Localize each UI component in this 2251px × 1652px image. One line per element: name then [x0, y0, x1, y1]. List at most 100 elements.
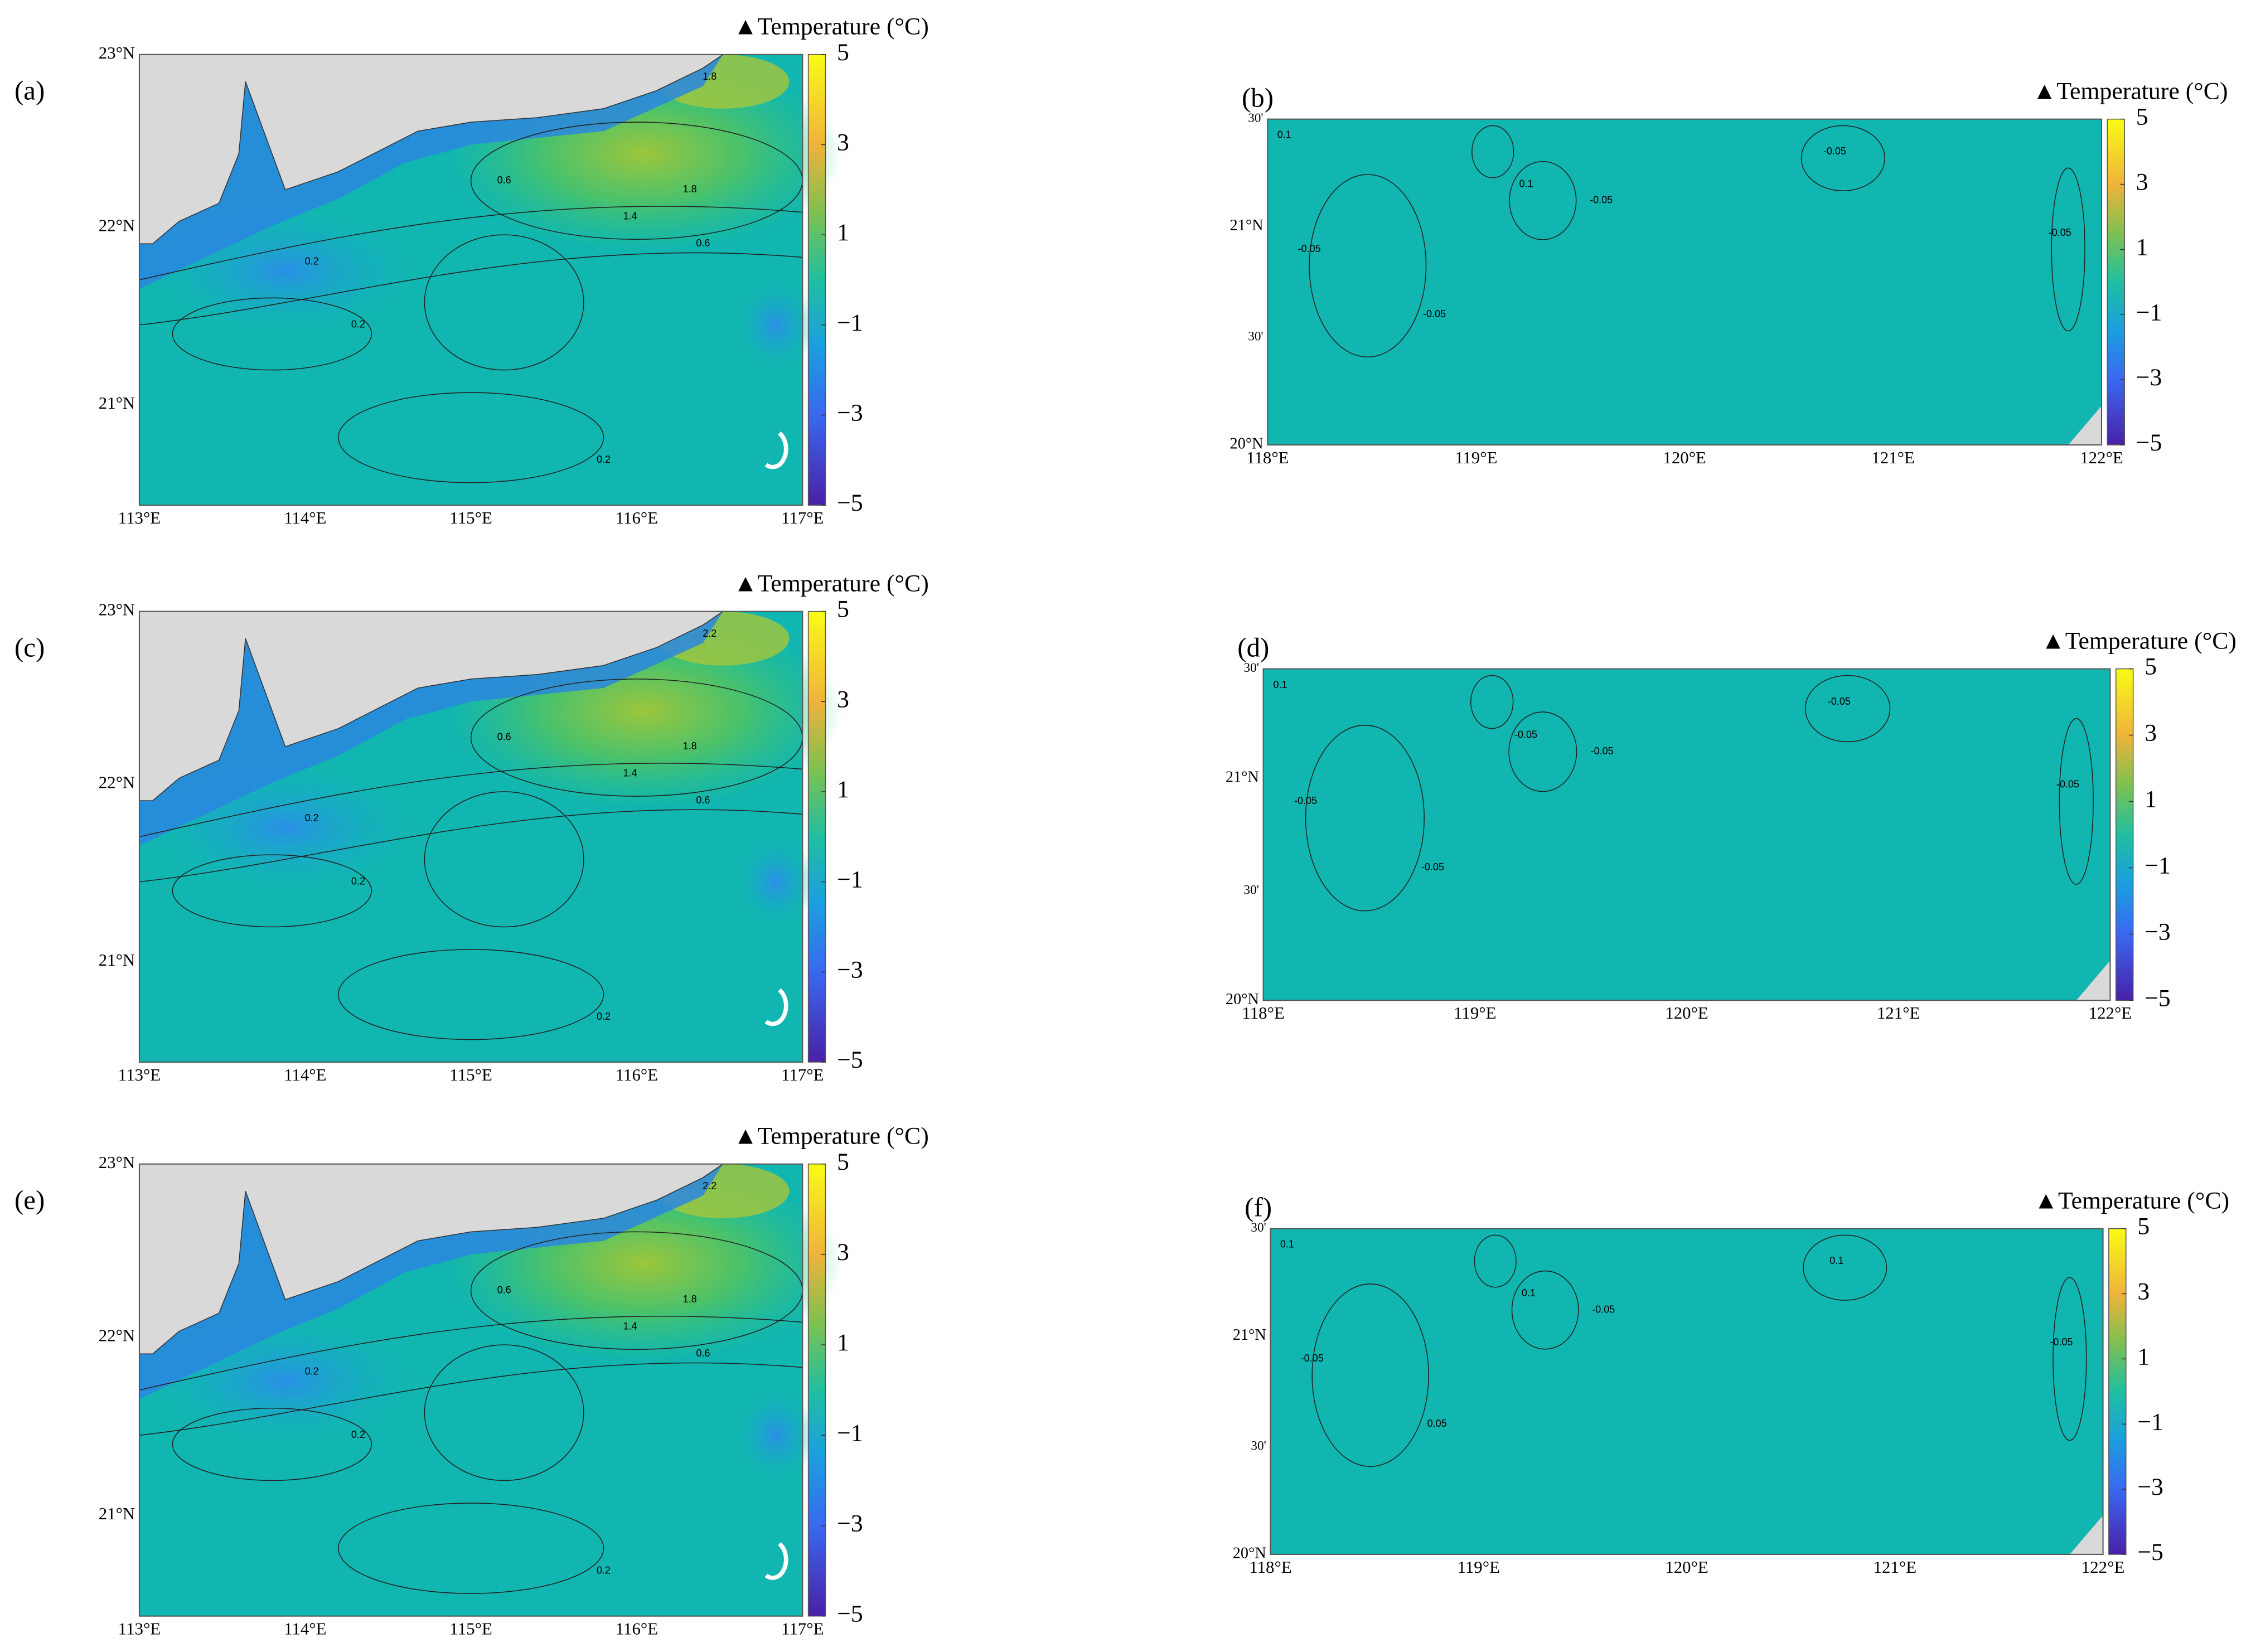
land [139, 54, 725, 245]
map-panel: 0.1 -0.05 -0.05 -0.05 -0.05 -0.05 -0.05 [1262, 668, 2111, 1001]
contour-line [1509, 161, 1577, 240]
contour-label: 0.2 [351, 319, 365, 330]
y-tick-label: 30' [1244, 661, 1259, 675]
x-tick-label: 119°E [1454, 1003, 1496, 1023]
colorbar-title: ▲Temperature (°C) [2032, 77, 2228, 104]
coastal-band [139, 611, 723, 846]
x-tick-label: 117°E [781, 508, 824, 527]
x-tick-label: 120°E [1663, 448, 1706, 467]
y-tick-label: 30' [1251, 1220, 1266, 1235]
colorbar-tick-label: −1 [837, 309, 863, 336]
colorbar-tick-label: −1 [2136, 299, 2162, 326]
contour-label: -0.05 [2050, 1336, 2073, 1348]
contour-label: 0.1 [1519, 178, 1533, 189]
x-tick-label: 119°E [1458, 1557, 1500, 1577]
colorbar-tick-label: −1 [2144, 852, 2171, 879]
contour-line [1309, 174, 1427, 358]
panel-label: (c) [14, 632, 45, 662]
map-frame [1267, 118, 2103, 446]
colorbar [807, 611, 826, 1063]
y-tick-label: 30' [1248, 111, 1263, 125]
contour-label: 1.4 [623, 211, 637, 222]
colorbar-tick-label: 3 [2137, 1278, 2150, 1305]
contour-line [1474, 1234, 1517, 1288]
colorbar-tick-label: −3 [2144, 918, 2171, 945]
colorbar-tick-label: 1 [837, 219, 849, 246]
map-frame [1262, 668, 2111, 1001]
contour-label: 0.6 [696, 1348, 710, 1359]
y-tick-label: 30' [1244, 883, 1259, 897]
contour-label: -0.05 [1591, 745, 1614, 757]
x-tick-label: 121°E [1871, 448, 1915, 467]
contour-line [337, 392, 604, 483]
x-tick-label: 116°E [616, 1619, 658, 1638]
coastal-band [139, 1164, 723, 1399]
island-arc [764, 1542, 788, 1580]
x-tick-label: 118°E [1249, 1557, 1291, 1577]
y-tick-label: 23°N [99, 1152, 135, 1172]
map-field [1270, 1228, 2103, 1554]
map-panel: 1.8 1.8 1.4 0.6 0.6 0.2 0.2 0.2 [138, 54, 843, 506]
contour-line [1804, 675, 1891, 743]
contour-label: -0.05 [1298, 243, 1321, 254]
contour-label: 0.2 [351, 1429, 365, 1440]
contour-line [139, 1316, 803, 1391]
x-tick-label: 120°E [1665, 1557, 1708, 1577]
contour-label: -0.05 [1421, 861, 1444, 873]
coastal-band [139, 54, 723, 289]
y-tick-label: 20°N [1233, 1544, 1266, 1562]
contour-label: 0.2 [597, 1564, 611, 1576]
contour-label: -0.05 [2056, 778, 2079, 789]
x-tick-label: 115°E [449, 1065, 492, 1084]
colorbar-tick-label: −3 [837, 1510, 863, 1537]
contour-line [172, 1407, 372, 1481]
contour-line [424, 234, 584, 371]
contour-label: -0.05 [1423, 308, 1446, 319]
contour-label: -0.05 [1823, 146, 1846, 157]
contour-label: 0.6 [497, 1285, 511, 1296]
x-tick-label: 114°E [284, 1619, 326, 1638]
colorbar-tick-label: −3 [2136, 364, 2162, 391]
colorbar-tick-label: 3 [837, 686, 849, 713]
x-tick-label: 116°E [616, 1065, 658, 1084]
colorbar-title: ▲Temperature (°C) [733, 13, 928, 40]
contour-line [1311, 1283, 1429, 1467]
contour-line [139, 1362, 803, 1436]
x-tick-label: 114°E [284, 1065, 326, 1084]
x-tick-label: 113°E [118, 508, 161, 527]
contour-label: -0.05 [1514, 729, 1537, 740]
contour-line [2059, 718, 2094, 885]
colorbar-tick-label: 5 [837, 596, 849, 623]
colorbar-tick-label: 3 [837, 129, 849, 156]
contour-label: 0.6 [696, 794, 710, 806]
colorbar-tick-label: −5 [837, 1047, 863, 1073]
map-frame [138, 54, 803, 506]
y-tick-label: 23°N [99, 600, 135, 619]
x-tick-label: 117°E [781, 1065, 824, 1084]
panel-label: (f) [1245, 1191, 1272, 1222]
contour-line [172, 297, 372, 371]
contour-label: -0.05 [1592, 1304, 1615, 1315]
colorbar-tick-label: 3 [837, 1239, 849, 1266]
x-tick-label: 121°E [1874, 1557, 1917, 1577]
map-frame [138, 1163, 803, 1617]
contour-label: -0.05 [1590, 195, 1613, 206]
colorbar-tick-label: −5 [837, 1601, 863, 1627]
contour-label: 0.05 [1427, 1418, 1447, 1429]
y-tick-label: 30' [1248, 330, 1263, 344]
contour-label: -0.05 [1828, 696, 1851, 707]
map-field [1267, 119, 2102, 445]
contour-label: 2.2 [703, 628, 717, 639]
contour-label: 1.8 [683, 183, 697, 195]
contour-line [337, 1503, 604, 1594]
map-frame [138, 611, 803, 1063]
x-tick-label: 117°E [781, 1619, 824, 1638]
contour-line [172, 854, 372, 928]
colorbar-tick-label: 1 [2137, 1343, 2150, 1370]
colorbar-tick-label: −5 [2136, 429, 2162, 456]
colorbar-tick-label: −1 [837, 866, 863, 893]
x-tick-label: 118°E [1242, 1003, 1284, 1023]
colorbar-tick-label: 5 [837, 39, 849, 66]
y-tick-label: 21°N [99, 950, 135, 970]
contour-line [424, 1344, 584, 1481]
